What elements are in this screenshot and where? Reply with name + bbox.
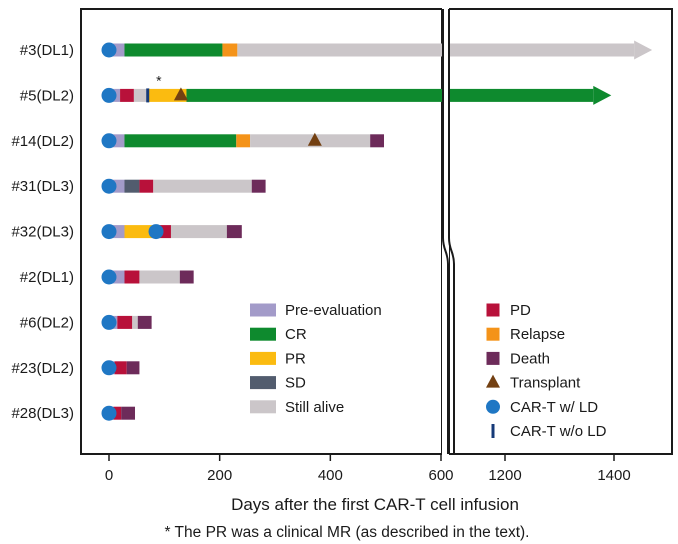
legend-label-cart_ld: CAR-T w/ LD — [510, 399, 598, 416]
car-t-ld-marker — [101, 42, 117, 58]
segment-alive — [133, 88, 148, 102]
legend-swatch-death — [486, 351, 500, 365]
legend-label-transplant: Transplant — [510, 375, 581, 392]
asterisk-mark: * — [156, 72, 162, 88]
segment-pd — [113, 406, 122, 420]
car-t-ld-marker — [101, 314, 117, 330]
patient-label: #6(DL2) — [20, 314, 74, 331]
footnote: * The PR was a clinical MR (as described… — [165, 524, 530, 541]
segment-pd — [114, 361, 127, 375]
x-tick-label: 200 — [207, 467, 232, 484]
segment-alive — [170, 225, 227, 239]
segment-cr — [124, 43, 223, 57]
legend-swatch-cart_wold — [491, 424, 495, 438]
legend-swatch-alive — [250, 400, 276, 414]
car-t-ld-marker — [101, 269, 117, 285]
segment-sd — [124, 179, 140, 193]
car-t-ld-marker — [101, 360, 117, 376]
segment-pd — [139, 179, 154, 193]
segment-pd — [124, 270, 140, 284]
legend-label-cr: CR — [285, 326, 307, 343]
segment-pd — [120, 88, 134, 102]
segment-relapse — [236, 134, 251, 148]
segment-death — [121, 406, 136, 420]
legend-swatch-sd — [250, 376, 276, 390]
segment-death — [370, 134, 385, 148]
segment-death — [251, 179, 266, 193]
break-line-right — [448, 9, 455, 454]
patient-label: #31(DL3) — [11, 178, 74, 195]
x-tick-label: 600 — [428, 467, 453, 484]
arrow-head — [634, 40, 653, 60]
legend-label-pd: PD — [510, 302, 531, 319]
x-tick-label: 400 — [318, 467, 343, 484]
break-gap — [442, 0, 449, 460]
bars-layer: * — [101, 40, 653, 421]
car-t-ld-marker — [101, 87, 117, 103]
car-t-ld-marker — [101, 133, 117, 149]
car-t-ld-marker — [101, 405, 117, 421]
legend-label-relapse: Relapse — [510, 326, 565, 343]
x-axis-ticks: 0 200 400 600 1200 1400 — [105, 454, 631, 484]
legend-label-pre: Pre-evaluation — [285, 302, 382, 319]
legend-swatch-relapse — [486, 327, 500, 341]
segment-relapse — [222, 43, 238, 57]
transplant-marker — [307, 132, 322, 146]
legend-label-sd: SD — [285, 375, 306, 392]
legend-label-pr: PR — [285, 350, 306, 367]
segment-cr — [124, 134, 237, 148]
car-t-ld-marker — [148, 224, 164, 240]
segment-alive — [237, 43, 635, 57]
legend-swatch-cart_ld — [486, 399, 500, 414]
legend-swatch-transplant — [486, 374, 500, 388]
segment-death — [226, 225, 242, 239]
segment-pr — [124, 225, 157, 239]
patient-label: #5(DL2) — [20, 87, 74, 104]
car-t-wold-marker — [146, 88, 150, 103]
segment-death — [137, 315, 152, 329]
patient-labels: #3(DL1) #5(DL2) #14(DL2) #31(DL3) #32(DL3) #2… — [11, 42, 74, 422]
patient-label: #14(DL2) — [11, 133, 74, 150]
axis-break — [442, 0, 455, 460]
car-t-ld-marker — [101, 178, 117, 194]
patient-label: #23(DL2) — [11, 360, 74, 377]
segment-death — [126, 361, 140, 375]
patient-label: #3(DL1) — [20, 42, 74, 59]
patient-label: #2(DL1) — [20, 269, 74, 286]
break-line-left — [442, 9, 449, 454]
x-tick-label: 1200 — [488, 467, 521, 484]
transplant-marker — [173, 87, 188, 101]
car-t-ld-marker — [101, 224, 117, 240]
legend-swatch-cr — [250, 327, 276, 341]
x-tick-label: 1400 — [597, 467, 630, 484]
segment-alive — [139, 270, 180, 284]
segment-cr — [186, 88, 594, 102]
segment-pd — [117, 315, 133, 329]
legend-swatch-pd — [486, 303, 500, 317]
legend-label-death: Death — [510, 350, 550, 367]
legend: Pre-evaluation CR PR SD Still alive PD Relapse… — [250, 302, 607, 440]
x-tick-label: 0 — [105, 467, 113, 484]
patient-label: #28(DL3) — [11, 405, 74, 422]
x-axis-label: Days after the first CAR-T cell infusion — [231, 495, 519, 514]
arrow-head — [593, 85, 612, 105]
legend-label-cart_wold: CAR-T w/o LD — [510, 423, 607, 440]
segment-death — [179, 270, 194, 284]
patient-label: #32(DL3) — [11, 224, 74, 241]
segment-alive — [153, 179, 252, 193]
legend-label-alive: Still alive — [285, 399, 344, 416]
legend-swatch-pre — [250, 303, 276, 317]
segment-alive — [132, 315, 138, 329]
segment-alive — [250, 134, 371, 148]
legend-swatch-pr — [250, 351, 276, 365]
